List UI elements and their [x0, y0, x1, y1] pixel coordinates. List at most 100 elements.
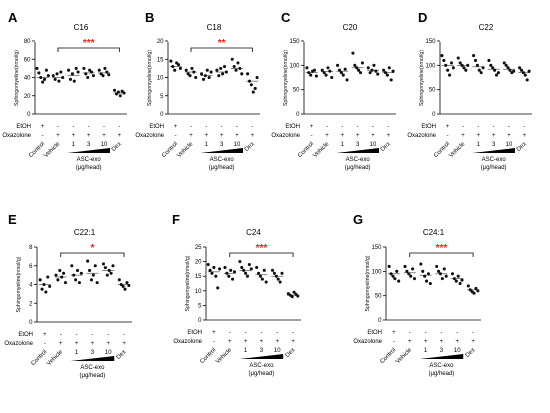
data-point [519, 68, 524, 72]
data-point [55, 72, 59, 76]
y-tick-label: 100 [289, 63, 300, 69]
etoh-sign: - [205, 124, 207, 130]
data-point [456, 56, 460, 60]
etoh-sign: - [251, 124, 253, 130]
data-point [194, 75, 198, 80]
data-point [280, 271, 284, 275]
dose-label: 1 [75, 350, 79, 356]
data-point [258, 274, 263, 278]
data-point [77, 281, 81, 285]
significance-label: * [90, 243, 94, 254]
data-point [353, 63, 357, 67]
data-point [314, 74, 318, 78]
y-tick-label: 20 [157, 39, 164, 45]
etoh-sign: - [508, 124, 510, 130]
oxazolone-sign: + [371, 133, 375, 139]
data-point [264, 280, 268, 284]
panel-letter: C [281, 10, 291, 25]
data-point [368, 71, 372, 75]
y-axis-label: Sphingomyeline(nmol/g) [283, 50, 289, 106]
data-point [210, 271, 214, 275]
data-point [51, 74, 55, 78]
row-label-etoh: EtOH [187, 330, 202, 336]
data-point [351, 51, 355, 55]
data-point [412, 277, 417, 281]
etoh-sign: - [103, 124, 105, 130]
data-point [215, 68, 219, 72]
group-label: Dex [116, 349, 128, 361]
oxazolone-sign: + [523, 133, 527, 139]
dose-wedge [419, 354, 464, 359]
dose-unit: (μg/head) [249, 371, 275, 377]
data-point [68, 77, 73, 81]
row-label-etoh: EtOH [16, 124, 31, 130]
data-point [372, 63, 376, 67]
significance-label: *** [83, 38, 95, 49]
data-point [324, 73, 328, 77]
data-point [370, 68, 374, 72]
etoh-sign: - [88, 124, 90, 130]
data-point [123, 287, 127, 291]
dose-caption: ASC-exo [249, 363, 274, 369]
etoh-sign: - [190, 124, 192, 130]
data-point [387, 264, 391, 269]
group-label: Dex [244, 141, 256, 153]
panel-title: C22 [479, 23, 494, 32]
data-point [255, 265, 259, 269]
data-point [203, 74, 207, 78]
etoh-sign: - [91, 332, 93, 338]
data-point [393, 277, 397, 281]
data-point [93, 264, 97, 268]
dose-label: 10 [370, 142, 377, 148]
oxazolone-sign: + [507, 133, 511, 139]
oxazolone-sign: + [220, 133, 224, 139]
dose-label: 10 [274, 348, 281, 354]
dose-caption: ASC-exo [429, 363, 454, 369]
data-point [113, 88, 117, 92]
y-tick-label: 6 [29, 264, 33, 270]
data-point [382, 68, 386, 72]
data-point [75, 268, 80, 272]
y-tick-label: 40 [24, 76, 31, 82]
dose-wedge [239, 354, 284, 359]
data-point [419, 262, 423, 266]
oxazolone-sign: + [244, 339, 248, 345]
data-point [262, 268, 266, 272]
panel-letter: B [145, 10, 154, 25]
dose-caption: ASC-exo [346, 157, 371, 163]
etoh-sign: - [493, 124, 495, 130]
significance-bracket [60, 252, 125, 257]
oxazolone-sign: + [75, 341, 79, 347]
data-point [466, 284, 470, 288]
data-point [454, 279, 458, 283]
data-point [411, 267, 415, 271]
data-point [244, 271, 248, 275]
dose-label: 1 [244, 348, 248, 354]
data-point [240, 72, 244, 76]
oxazolone-sign: + [228, 339, 232, 345]
etoh-sign: - [245, 330, 247, 336]
data-point [466, 63, 470, 67]
data-point [35, 66, 39, 70]
data-point [504, 63, 508, 67]
y-tick-label: 50 [293, 88, 300, 94]
oxazolone-sign: + [275, 339, 279, 345]
data-point [234, 68, 238, 72]
data-point [105, 70, 109, 74]
data-point [225, 271, 229, 275]
data-point [460, 278, 464, 282]
y-tick-label: 5 [198, 303, 202, 309]
data-point [76, 70, 80, 74]
data-point [328, 69, 332, 73]
panel-title: C18 [207, 23, 222, 32]
data-point [448, 73, 452, 77]
y-axis-label: Sphingomyeline(nmol/g) [419, 50, 425, 106]
oxazolone-sign: + [72, 133, 76, 139]
data-point [274, 274, 278, 278]
y-tick-label: 0 [378, 318, 382, 324]
data-point [95, 281, 99, 285]
data-point [107, 73, 111, 77]
significance-bracket [57, 47, 120, 52]
